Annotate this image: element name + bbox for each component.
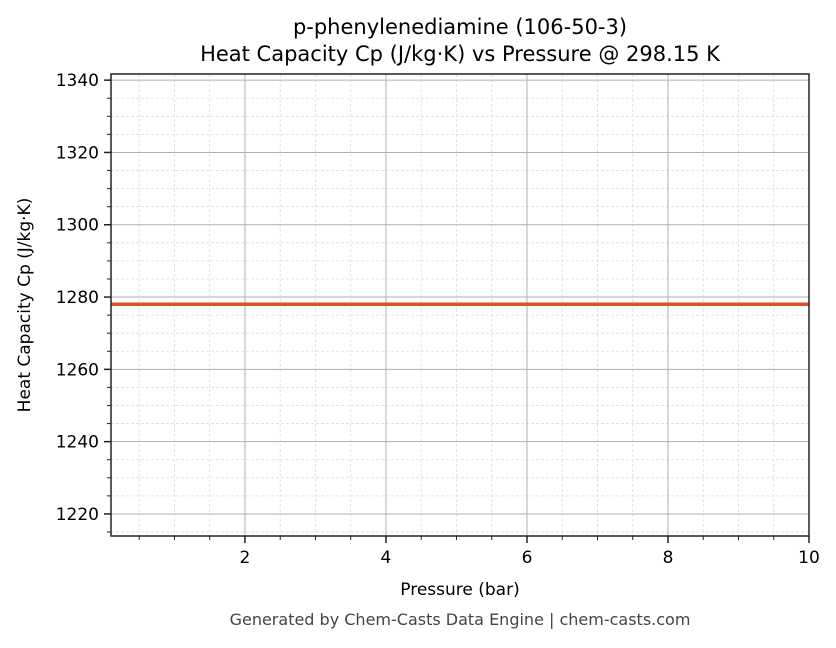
y-tick-label: 1280 bbox=[56, 288, 99, 308]
footer: Generated by Chem-Casts Data Engine | ch… bbox=[230, 610, 691, 629]
y-tick-label: 1340 bbox=[56, 71, 99, 91]
ticks: 2 4 6 8 10 1220 1240 1260 1280 1300 1320 1340 bbox=[56, 71, 820, 568]
x-axis-label: Pressure (bar) bbox=[400, 580, 519, 600]
chart-title: p-phenylenediamine (106-50-3) bbox=[293, 15, 627, 39]
x-tick-label: 10 bbox=[798, 548, 820, 568]
y-axis-label: Heat Capacity Cp (J/kg·K) bbox=[15, 198, 35, 413]
y-tick-label: 1320 bbox=[56, 143, 99, 163]
y-tick-label: 1220 bbox=[56, 505, 99, 525]
chart-subtitle: Heat Capacity Cp (J/kg·K) vs Pressure @ … bbox=[200, 42, 721, 66]
y-tick-label: 1240 bbox=[56, 433, 99, 453]
x-tick-label: 4 bbox=[381, 548, 392, 568]
x-tick-label: 6 bbox=[522, 548, 533, 568]
y-tick-label: 1260 bbox=[56, 360, 99, 380]
x-tick-label: 8 bbox=[663, 548, 674, 568]
plot-frame bbox=[110, 73, 810, 537]
y-tick-label: 1300 bbox=[56, 216, 99, 236]
x-tick-label: 2 bbox=[240, 548, 251, 568]
